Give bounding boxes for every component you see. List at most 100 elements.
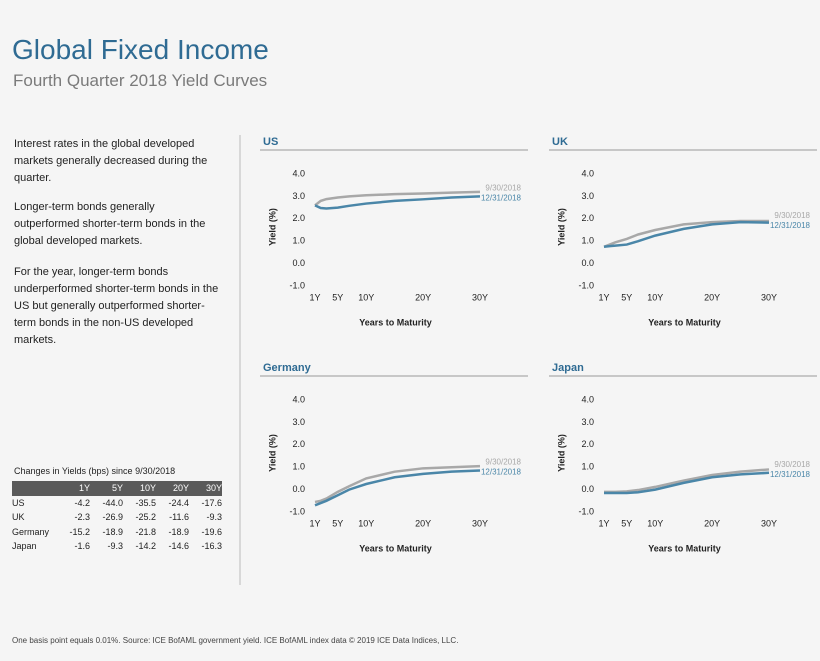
y-tick-label: 3.0 (292, 417, 305, 427)
series-line (603, 219, 769, 248)
row-label: Japan (12, 541, 37, 552)
series-line (314, 190, 481, 207)
x-tick-label: 20Y (704, 292, 720, 302)
table-header-row: 1Y 5Y 10Y 20Y 30Y (12, 481, 222, 496)
table-cell: -17.6 (201, 497, 222, 508)
x-tick-label: 1Y (598, 292, 609, 302)
y-tick-label: 2.0 (581, 439, 594, 449)
x-tick-label: 20Y (415, 518, 431, 528)
header-cell (12, 481, 57, 496)
panel-title: UK (552, 136, 568, 148)
y-tick-label: 4.0 (581, 394, 594, 404)
y-tick-label: 2.0 (292, 213, 305, 223)
series-line (314, 469, 481, 507)
y-tick-label: -1.0 (289, 280, 305, 290)
table-cell: -18.9 (102, 526, 123, 537)
y-tick-label: -1.0 (578, 506, 594, 516)
y-axis-label: Yield (%) (556, 208, 566, 246)
y-tick-label: -1.0 (578, 280, 594, 290)
x-tick-label: 20Y (704, 518, 720, 528)
legend-label: 9/30/2018 (485, 457, 521, 466)
table-cell: -18.9 (168, 526, 189, 537)
column-header: 1Y (57, 481, 90, 496)
y-tick-label: 3.0 (581, 191, 594, 201)
row-label: UK (12, 512, 25, 523)
row-label: US (12, 497, 25, 508)
table-cell: -1.6 (74, 541, 90, 552)
y-axis-label: Yield (%) (556, 434, 566, 472)
x-axis-label: Years to Maturity (648, 317, 721, 327)
y-axis-label: Yield (%) (267, 434, 277, 472)
x-tick-label: 10Y (358, 292, 374, 302)
legend-label: 9/30/2018 (485, 183, 521, 192)
x-tick-label: 5Y (621, 518, 632, 528)
x-tick-label: 10Y (358, 518, 374, 528)
column-header: 10Y (123, 481, 156, 496)
y-tick-label: 0.0 (292, 484, 305, 494)
table-cell: -11.6 (169, 512, 189, 523)
table-cell: -25.2 (135, 512, 156, 523)
y-tick-label: 4.0 (581, 168, 594, 178)
legend-label: 12/31/2018 (770, 470, 811, 479)
title: Global Fixed Income (12, 34, 269, 65)
table-cell: -14.6 (168, 541, 189, 552)
x-tick-label: 10Y (647, 518, 663, 528)
table-cell: -4.2 (74, 497, 90, 508)
x-tick-label: 30Y (472, 292, 488, 302)
series-line (314, 464, 481, 504)
x-tick-label: 30Y (761, 292, 777, 302)
series-line (604, 468, 770, 494)
x-tick-label: 30Y (761, 518, 777, 528)
y-tick-label: 1.0 (581, 462, 594, 472)
x-tick-label: 5Y (332, 518, 343, 528)
x-tick-label: 10Y (647, 292, 663, 302)
paragraph: Interest rates in the global developed m… (14, 138, 208, 184)
legend-label: 9/30/2018 (774, 211, 810, 220)
y-tick-label: 0.0 (292, 258, 305, 268)
x-axis-label: Years to Maturity (359, 317, 432, 327)
table-cell: -24.4 (168, 497, 189, 508)
y-tick-label: 0.0 (581, 258, 594, 268)
x-tick-label: 1Y (309, 518, 320, 528)
row-label: Germany (12, 526, 50, 537)
panel-title: Germany (263, 362, 312, 374)
y-tick-label: 0.0 (581, 484, 594, 494)
y-tick-label: -1.0 (289, 506, 305, 516)
table: 1Y 5Y 10Y 20Y 30Y US -4.2 -44.0 -35.5 -24.4 -17.6 U… (12, 481, 222, 554)
y-axis-label: Yield (%) (267, 208, 277, 246)
table-cell: -9.3 (206, 512, 222, 523)
table-row: Germany -15.2 -18.9 -21.8 -18.9 -19.6 (12, 525, 222, 540)
table-cell: -9.3 (107, 541, 123, 552)
table-cell: -16.3 (201, 541, 222, 552)
y-tick-label: 1.0 (292, 462, 305, 472)
y-tick-label: 2.0 (581, 213, 594, 223)
y-tick-label: 3.0 (292, 191, 305, 201)
table-row: US -4.2 -44.0 -35.5 -24.4 -17.6 (12, 496, 222, 511)
table-cell: -26.9 (102, 512, 123, 523)
x-axis-label: Years to Maturity (359, 543, 432, 553)
legend-label: 12/31/2018 (481, 467, 522, 476)
x-tick-label: 20Y (415, 292, 431, 302)
legend-label: 12/31/2018 (770, 221, 811, 230)
table-row: UK -2.3 -26.9 -25.2 -11.6 -9.3 (12, 510, 222, 525)
series-line (604, 471, 770, 495)
y-tick-label: 3.0 (581, 417, 594, 427)
column-header: 30Y (189, 481, 222, 496)
x-tick-label: 30Y (472, 518, 488, 528)
column-header: 20Y (156, 481, 189, 496)
series-line (314, 195, 481, 210)
table-cell: -19.6 (201, 526, 222, 537)
series-line (603, 220, 770, 249)
y-tick-label: 4.0 (292, 394, 305, 404)
table-caption: Changes in Yields (bps) since 9/30/2018 (14, 466, 176, 476)
legend-label: 12/31/2018 (481, 193, 522, 202)
subtitle: Fourth Quarter 2018 Yield Curves (13, 71, 268, 90)
x-tick-label: 5Y (621, 292, 632, 302)
panel-title: US (263, 136, 278, 148)
table-cell: -35.5 (135, 497, 156, 508)
panel-title: Japan (552, 362, 584, 374)
table-cell: -44.0 (102, 497, 123, 508)
x-tick-label: 5Y (332, 292, 343, 302)
footnote: One basis point equals 0.01%. Source: IC… (12, 636, 459, 645)
